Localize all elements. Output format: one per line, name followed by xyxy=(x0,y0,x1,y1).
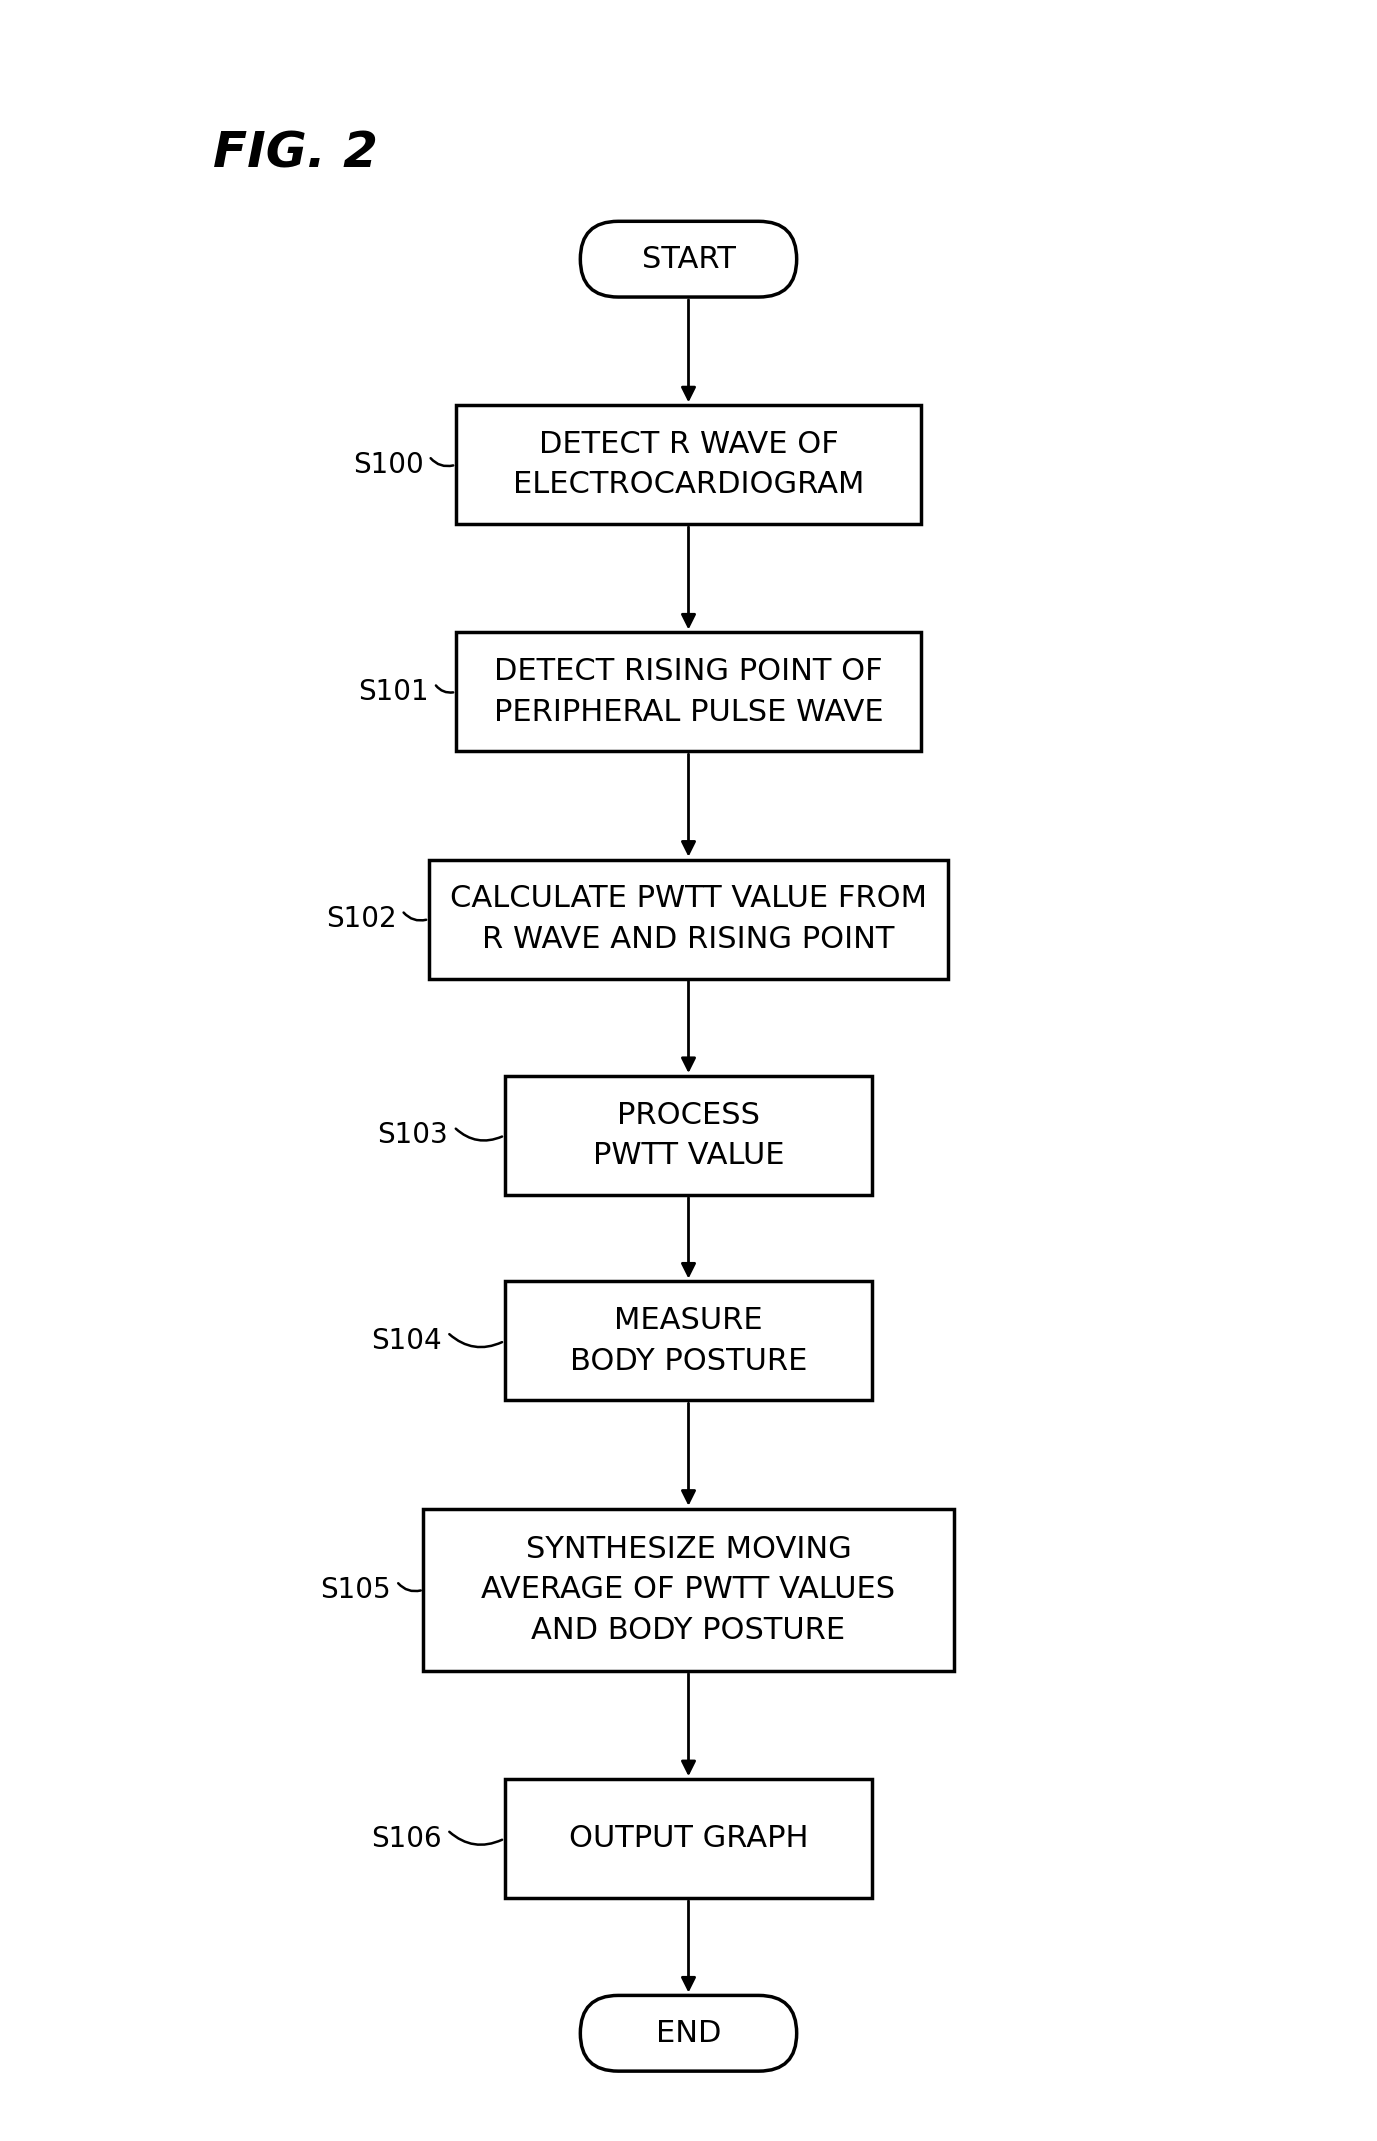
FancyBboxPatch shape xyxy=(504,1077,873,1195)
FancyBboxPatch shape xyxy=(428,859,949,978)
Text: S106: S106 xyxy=(372,1824,442,1852)
Text: S102: S102 xyxy=(326,906,397,933)
Text: SYNTHESIZE MOVING
AVERAGE OF PWTT VALUES
AND BODY POSTURE: SYNTHESIZE MOVING AVERAGE OF PWTT VALUES… xyxy=(482,1535,895,1644)
Text: DETECT R WAVE OF
ELECTROCARDIOGRAM: DETECT R WAVE OF ELECTROCARDIOGRAM xyxy=(512,430,865,499)
Text: PROCESS
PWTT VALUE: PROCESS PWTT VALUE xyxy=(592,1100,785,1171)
Text: START: START xyxy=(642,244,735,274)
Text: S104: S104 xyxy=(372,1327,442,1355)
Text: DETECT RISING POINT OF
PERIPHERAL PULSE WAVE: DETECT RISING POINT OF PERIPHERAL PULSE … xyxy=(494,657,883,726)
FancyBboxPatch shape xyxy=(456,632,921,751)
Text: FIG. 2: FIG. 2 xyxy=(212,128,377,178)
Text: S103: S103 xyxy=(377,1122,449,1150)
FancyBboxPatch shape xyxy=(456,405,921,525)
FancyBboxPatch shape xyxy=(580,1995,797,2070)
Text: CALCULATE PWTT VALUE FROM
R WAVE AND RISING POINT: CALCULATE PWTT VALUE FROM R WAVE AND RIS… xyxy=(450,884,927,953)
FancyBboxPatch shape xyxy=(504,1282,873,1400)
Text: MEASURE
BODY POSTURE: MEASURE BODY POSTURE xyxy=(570,1306,807,1377)
Text: S100: S100 xyxy=(353,452,424,480)
FancyBboxPatch shape xyxy=(504,1779,873,1899)
Text: S101: S101 xyxy=(358,679,428,707)
Text: END: END xyxy=(655,2019,722,2047)
FancyBboxPatch shape xyxy=(580,221,797,298)
Text: OUTPUT GRAPH: OUTPUT GRAPH xyxy=(569,1824,808,1854)
FancyBboxPatch shape xyxy=(424,1509,953,1670)
Text: S105: S105 xyxy=(321,1576,391,1604)
